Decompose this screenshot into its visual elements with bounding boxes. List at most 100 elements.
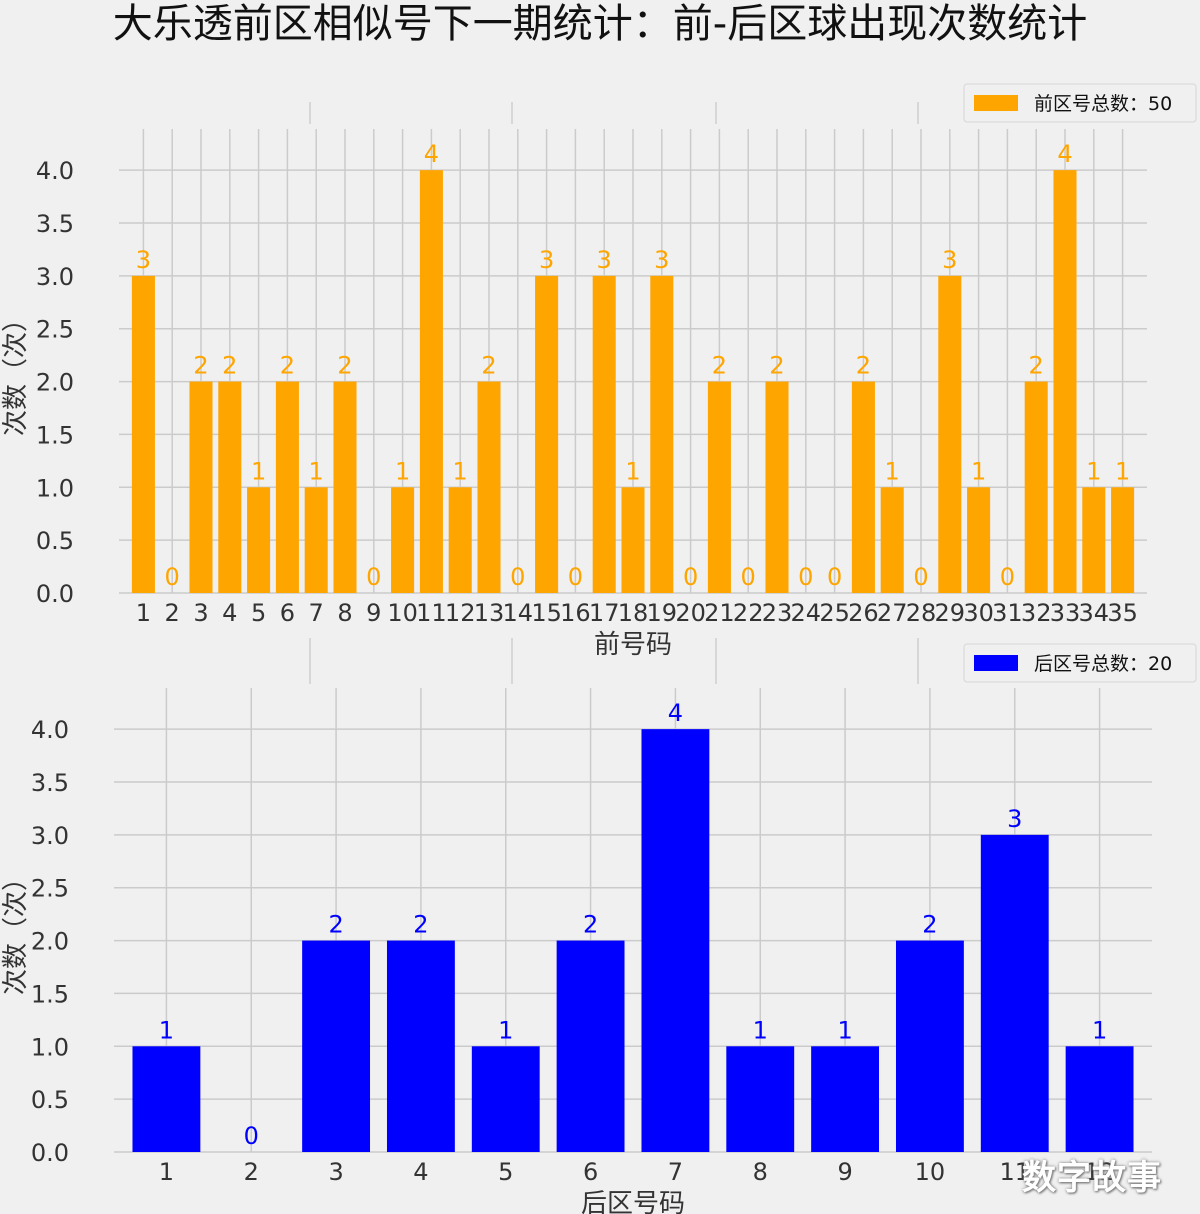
bar [448,487,472,593]
value-label: 0 [741,563,756,591]
y-tick-label: 0.0 [31,1139,69,1167]
x-tick-label: 13 [474,599,505,627]
x-tick-label: 10 [387,599,418,627]
x-tick-label: 27 [877,599,908,627]
value-label: 3 [597,246,612,274]
bar [247,487,271,593]
bar [275,381,299,593]
y-axis-label: 次数（次） [1,306,31,436]
x-tick-label: 9 [837,1158,852,1186]
y-tick-label: 3.0 [36,263,74,291]
x-tick-label: 9 [366,599,381,627]
bar [333,381,357,593]
value-label: 3 [539,246,554,274]
x-tick-label: 15 [531,599,562,627]
bar [707,381,731,593]
bar [218,381,242,593]
y-tick-label: 1.5 [31,980,69,1008]
value-label: 0 [568,563,583,591]
value-label: 4 [1057,140,1072,168]
watermark: 数字故事 [1022,1158,1162,1198]
value-label: 2 [769,352,784,380]
x-tick-label: 31 [992,599,1023,627]
x-tick-label: 17 [589,599,620,627]
value-label: 0 [510,563,525,591]
x-tick-label: 32 [1021,599,1052,627]
value-label: 1 [885,457,900,485]
bar [419,170,443,593]
y-tick-label: 1.5 [36,421,74,449]
value-label: 2 [413,911,428,939]
bar [938,275,962,593]
bar [189,381,213,593]
value-label: 3 [136,246,151,274]
x-tick-label: 29 [935,599,966,627]
x-tick-label: 33 [1050,599,1081,627]
x-axis-label: 后区号码 [581,1189,685,1214]
value-label: 1 [251,457,266,485]
x-tick-label: 28 [906,599,937,627]
y-tick-label: 0.5 [31,1086,69,1114]
x-tick-label: 10 [915,1158,946,1186]
bar [477,381,501,593]
bar [650,275,674,593]
x-tick-label: 5 [498,1158,513,1186]
bar [967,487,991,593]
value-label: 1 [753,1016,768,1044]
value-label: 0 [913,563,928,591]
value-label: 2 [222,352,237,380]
bar [1082,487,1106,593]
bar [471,1046,540,1152]
value-label: 4 [668,699,683,727]
x-tick-label: 8 [753,1158,768,1186]
value-label: 1 [453,457,468,485]
y-tick-label: 3.5 [31,769,69,797]
x-tick-label: 1 [159,1158,174,1186]
x-tick-label: 6 [280,599,295,627]
x-tick-label: 21 [704,599,735,627]
y-tick-label: 3.0 [31,822,69,850]
x-tick-label: 11 [416,599,447,627]
bar [304,487,328,593]
value-label: 1 [498,1016,513,1044]
x-tick-label: 23 [762,599,793,627]
x-tick-label: 22 [733,599,764,627]
bar [132,1046,201,1152]
x-axis-label: 前号码 [594,630,672,660]
x-tick-label: 18 [618,599,649,627]
bar [1065,1046,1134,1152]
legend-label: 前区号总数：50 [1034,93,1172,115]
x-tick-label: 3 [328,1158,343,1186]
value-label: 1 [1086,457,1101,485]
x-tick-label: 24 [791,599,822,627]
value-label: 2 [856,352,871,380]
x-tick-label: 14 [503,599,534,627]
y-tick-label: 0.5 [36,527,74,555]
bar [1111,487,1135,593]
legend-box [963,83,1197,123]
bar [1024,381,1048,593]
background-axes [309,102,919,684]
x-tick-label: 11 [999,1158,1030,1186]
x-tick-label: 4 [222,599,237,627]
legend-box [963,643,1197,683]
y-tick-label: 4.0 [36,157,74,185]
value-label: 2 [337,352,352,380]
value-label: 1 [625,457,640,485]
x-tick-label: 6 [583,1158,598,1186]
x-tick-label: 19 [647,599,678,627]
x-tick-label: 3 [193,599,208,627]
value-label: 0 [165,563,180,591]
bar [880,487,904,593]
value-label: 2 [1029,352,1044,380]
value-label: 3 [942,246,957,274]
y-tick-label: 2.5 [31,875,69,903]
value-label: 1 [1092,1016,1107,1044]
bar [726,1046,795,1152]
bar [535,275,559,593]
y-tick-label: 3.5 [36,210,74,238]
x-tick-label: 1 [136,599,151,627]
value-label: 4 [424,140,439,168]
y-tick-label: 1.0 [31,1033,69,1061]
value-label: 1 [159,1016,174,1044]
